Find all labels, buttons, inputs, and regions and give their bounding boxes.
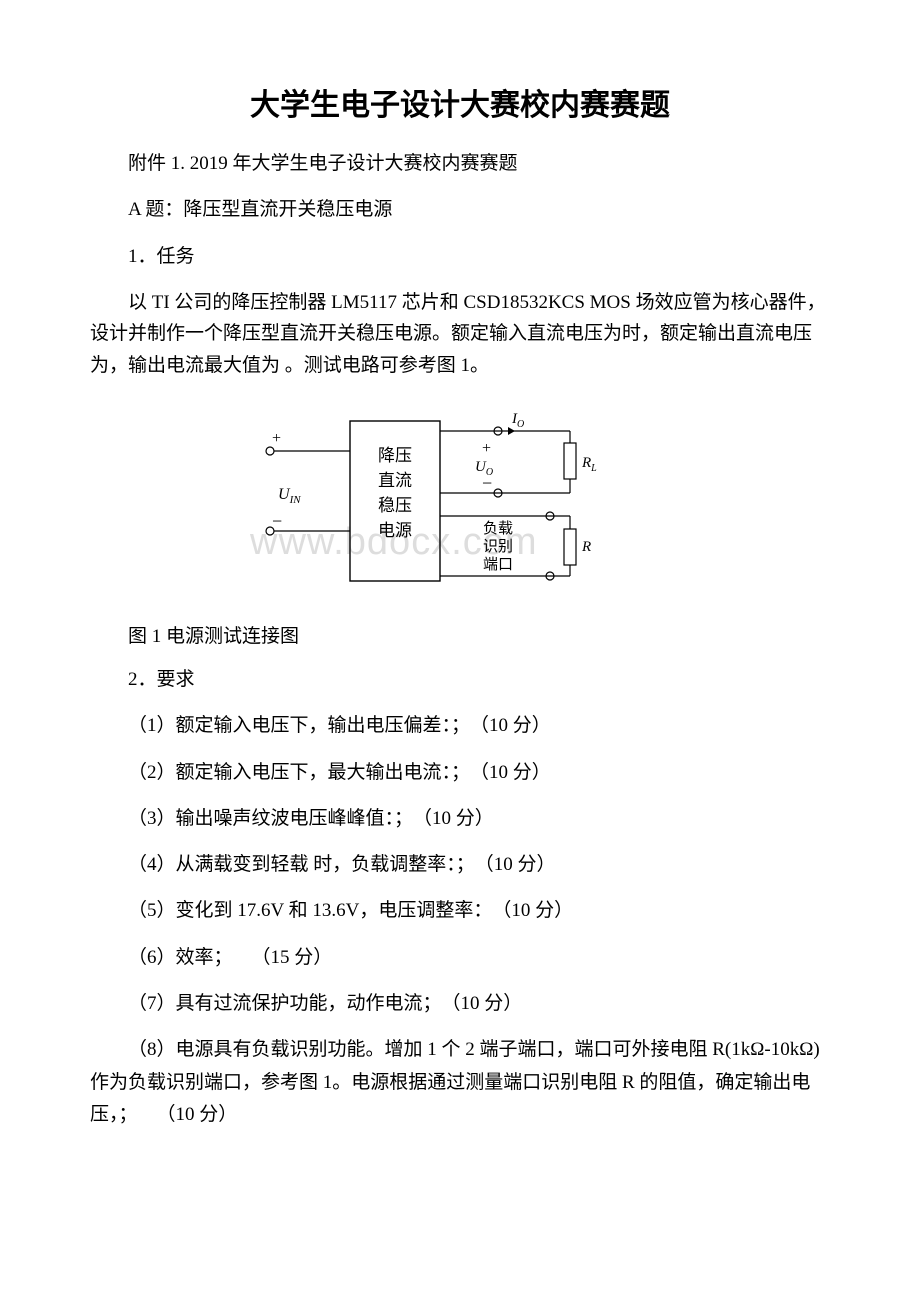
req-3: （3）输出噪声纹波电压峰峰值：； （10 分）: [90, 803, 830, 835]
svg-text:IO: IO: [511, 411, 524, 430]
section-requirements: 2．要求: [90, 664, 830, 696]
req-7: （7）具有过流保护功能，动作电流； （10 分）: [90, 988, 830, 1020]
svg-text:负载: 负载: [483, 520, 513, 537]
section-task: 1．任务: [90, 241, 830, 273]
svg-text:R: R: [581, 539, 591, 555]
req-8: （8）电源具有负载识别功能。增加 1 个 2 端子端口，端口可外接电阻 R(1k…: [90, 1034, 830, 1131]
svg-text:−: −: [272, 511, 282, 531]
req-5: （5）变化到 17.6V 和 13.6V，电压调整率： （10 分）: [90, 895, 830, 927]
diagram-caption: 图 1 电源测试连接图: [90, 621, 830, 648]
svg-text:+: +: [272, 430, 281, 447]
svg-text:UIN: UIN: [278, 486, 301, 506]
svg-text:RL: RL: [581, 455, 597, 474]
req-6: （6）效率； （15 分）: [90, 942, 830, 974]
svg-text:+: +: [482, 440, 491, 457]
req-2: （2）额定输入电压下，最大输出电流：； （10 分）: [90, 757, 830, 789]
task-description: 以 TI 公司的降压控制器 LM5117 芯片和 CSD18532KCS MOS…: [90, 287, 830, 381]
svg-text:识别: 识别: [483, 538, 513, 555]
req-1: （1）额定输入电压下，输出电压偏差：； （10 分）: [90, 710, 830, 742]
svg-text:端口: 端口: [483, 556, 513, 573]
circuit-diagram: www.bdocx.com + − UIN 降压 直流 稳压 电源 IO RL …: [90, 401, 830, 601]
svg-text:直流: 直流: [378, 471, 412, 490]
attachment-line: 附件 1. 2019 年大学生电子设计大赛校内赛赛题: [90, 148, 830, 180]
req-4: （4）从满载变到轻载 时，负载调整率：； （10 分）: [90, 849, 830, 881]
svg-text:稳压: 稳压: [378, 496, 412, 515]
svg-text:−: −: [482, 473, 492, 493]
svg-text:降压: 降压: [378, 446, 412, 465]
svg-text:电源: 电源: [378, 521, 412, 540]
page-title: 大学生电子设计大赛校内赛赛题: [90, 80, 830, 124]
diagram-svg: + − UIN 降压 直流 稳压 电源 IO RL + UO − R: [250, 401, 670, 601]
topic-a-title: A 题：降压型直流开关稳压电源: [90, 194, 830, 226]
